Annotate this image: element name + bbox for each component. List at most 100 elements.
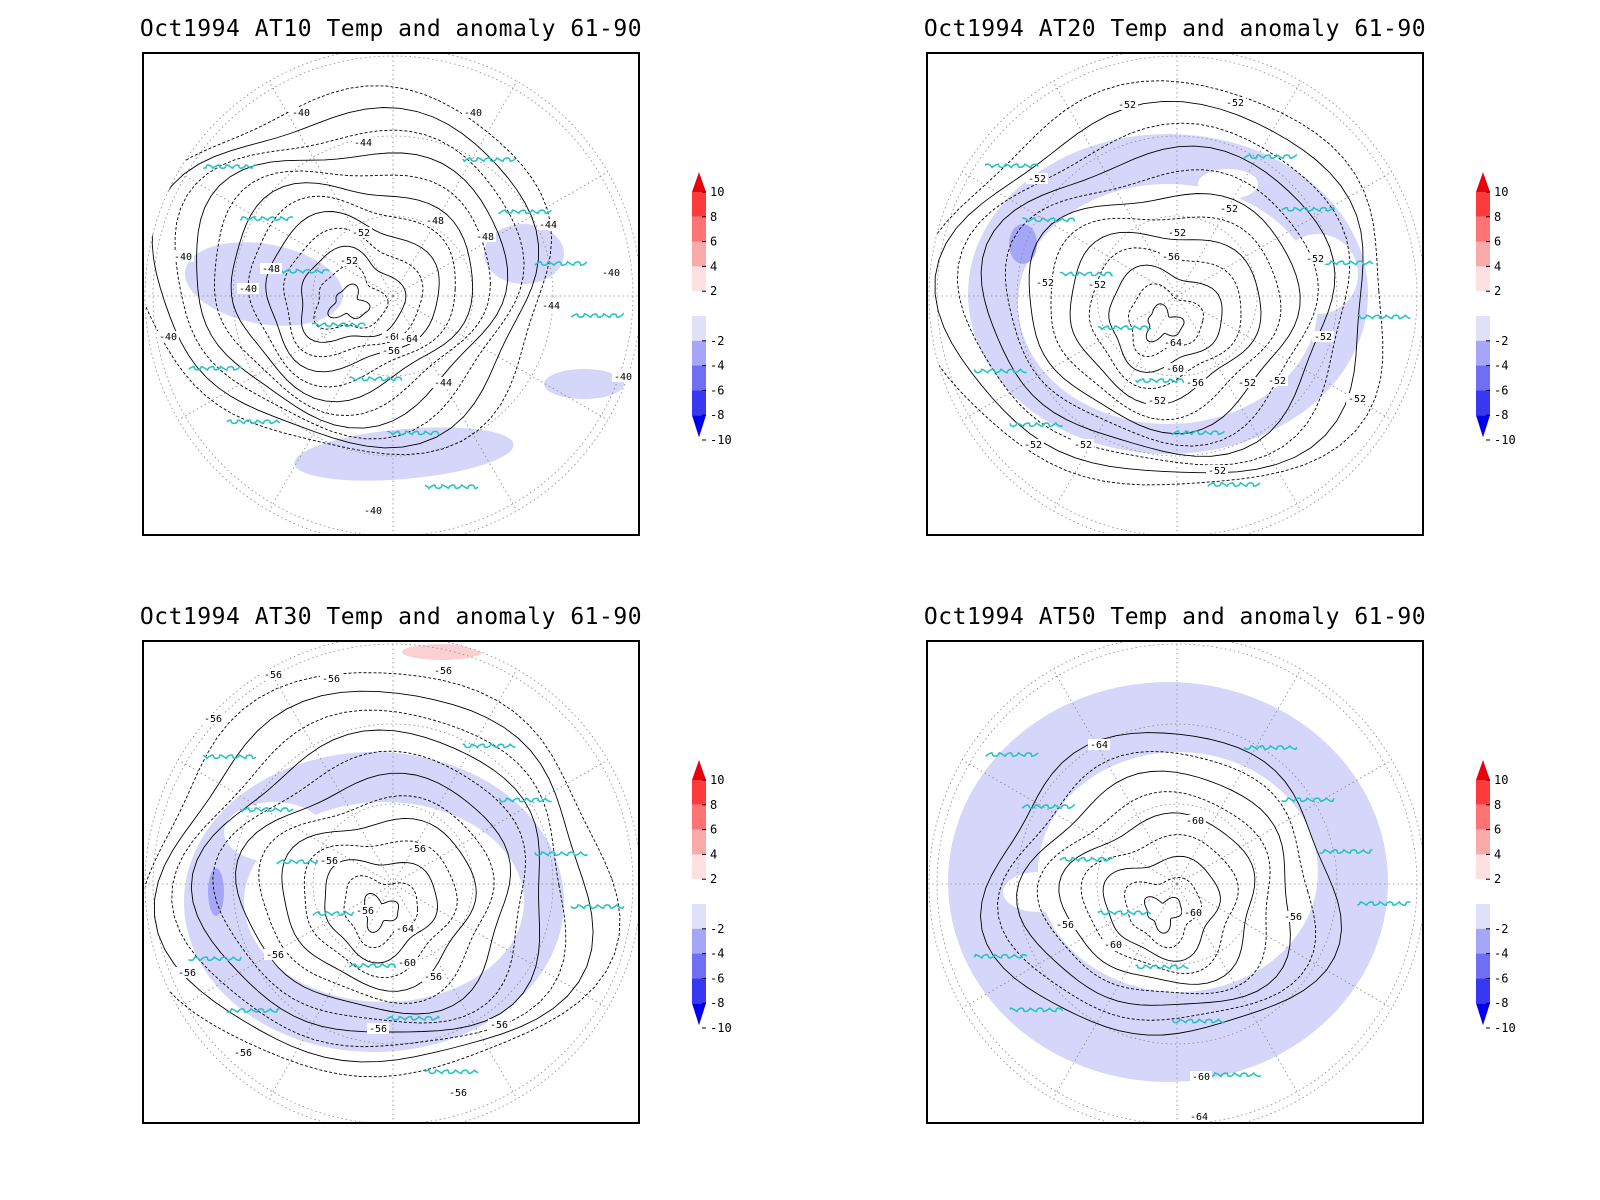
contour-label: -56 (356, 906, 374, 917)
temperature-contour (145, 85, 553, 456)
contour-label: -60 (398, 958, 416, 969)
colorbar-segment (692, 216, 706, 242)
colorbar-label: 2 (710, 872, 717, 886)
temperature-contour (929, 80, 1384, 486)
contour-label-bg (232, 1047, 254, 1058)
contour-label: -56 (424, 972, 442, 983)
contour-label: -56 (266, 950, 284, 961)
contour-label: -52 (1208, 466, 1226, 477)
anomaly-region (184, 242, 344, 326)
latitude-circle (1016, 135, 1338, 457)
coastline (275, 268, 330, 275)
coastline (985, 751, 1039, 758)
temperature-contour (1088, 247, 1242, 390)
temperature-contour (980, 145, 1336, 457)
temperature-contour (934, 100, 1364, 474)
meridian-line (1176, 165, 1403, 297)
temperature-contour (154, 690, 594, 1063)
contour-label: -52 (1168, 228, 1186, 239)
colorbar-label: 2 (1494, 284, 1501, 298)
coastline (424, 1069, 479, 1075)
coastline (226, 419, 281, 425)
colorbar-label: 4 (1494, 259, 1501, 273)
temperature-contour (230, 182, 474, 403)
map-content (145, 642, 638, 1122)
contour-label-bg (172, 251, 194, 262)
contour-label-bg (1184, 377, 1206, 388)
contour-label: -48 (426, 216, 444, 227)
colorbar-label: -4 (710, 947, 724, 961)
coastline (570, 903, 625, 910)
meridian-line (1176, 70, 1308, 297)
colorbar-arrow-top (692, 172, 706, 192)
coastline (349, 376, 403, 382)
colorbar-segment (1476, 854, 1490, 880)
contour-label: -56 (369, 1024, 387, 1035)
contour-label-bg (396, 957, 418, 968)
contour-label: -60 (1184, 908, 1202, 919)
map-content (929, 54, 1422, 534)
contour-label: -64 (400, 334, 418, 345)
contour-label-bg (350, 227, 372, 238)
coastline (1009, 421, 1063, 428)
contour-label: -52 (1306, 254, 1324, 265)
contour-label-bg (1034, 277, 1056, 288)
contour-label: -64 (1164, 338, 1182, 349)
contour-label: -52 (1268, 376, 1286, 387)
contour-label-bg (260, 263, 282, 274)
contour-label-bg (474, 231, 496, 242)
anomaly-gap (1198, 169, 1258, 199)
latitude-circle (232, 135, 554, 457)
colorbar-label: 10 (710, 185, 724, 199)
colorbar-label: -4 (710, 359, 724, 373)
temperature-contour (324, 859, 438, 964)
colorbar-segment (1476, 266, 1490, 292)
temperature-contour (258, 795, 495, 1004)
map-content (929, 642, 1422, 1122)
contour-label-bg (1184, 815, 1206, 826)
contour-label: -56 (204, 714, 222, 725)
contour-label: -52 (352, 228, 370, 239)
contour-label-bg (1026, 173, 1048, 184)
contour-label-bg (262, 669, 284, 680)
contour-label-bg (462, 107, 484, 118)
latitude-circle (1096, 803, 1258, 965)
colorbar-label: 8 (710, 210, 717, 224)
colorbar-segment (1476, 365, 1490, 391)
colorbar-label: 4 (1494, 847, 1501, 861)
polar-map: -52 -52 -52 -52 -52 -52 -56 -60 -64 -52 -52 -52 -52-… (926, 52, 1424, 536)
contour-label-bg (320, 673, 342, 684)
coastline (570, 312, 625, 319)
latitude-circle (312, 215, 474, 377)
map-boundary (928, 642, 1422, 1122)
coastline (1171, 430, 1225, 436)
contour-label: -40 (239, 284, 257, 295)
map-boundary (928, 54, 1422, 534)
contour-label: -40 (159, 332, 177, 343)
colorbar: 10 8 6 4 2 -2 -4 -6 -8 -10 (1474, 170, 1544, 460)
colorbar: 10 8 6 4 2 -2 -4 -6 -8 -10 (1474, 758, 1544, 1048)
contour-label: -44 (539, 220, 557, 231)
anomaly-gap (224, 802, 324, 862)
colorbar-label: -10 (710, 1021, 732, 1035)
contour-label: -52 (340, 256, 358, 267)
colorbar-arrow-top (1476, 172, 1490, 192)
colorbar-segment (1476, 216, 1490, 242)
coastline (424, 483, 479, 490)
temperature-contour (980, 732, 1342, 1036)
contour-label-bg (264, 949, 286, 960)
contour-label: -64 (396, 924, 414, 935)
contour-label: -56 (178, 968, 196, 979)
contour-label: -60 (1192, 1072, 1210, 1083)
temperature-contour (1036, 791, 1271, 995)
temperature-contour (151, 107, 539, 449)
coastline (1357, 314, 1411, 320)
contour-label: -44 (434, 378, 452, 389)
contour-label: -48 (262, 264, 280, 275)
anomaly-region (484, 224, 564, 284)
temperature-contour (171, 709, 567, 1048)
colorbar-segment (1476, 804, 1490, 830)
contour-label: -56 (234, 1048, 252, 1059)
colorbar-segment (692, 879, 706, 904)
coastline (188, 365, 243, 372)
